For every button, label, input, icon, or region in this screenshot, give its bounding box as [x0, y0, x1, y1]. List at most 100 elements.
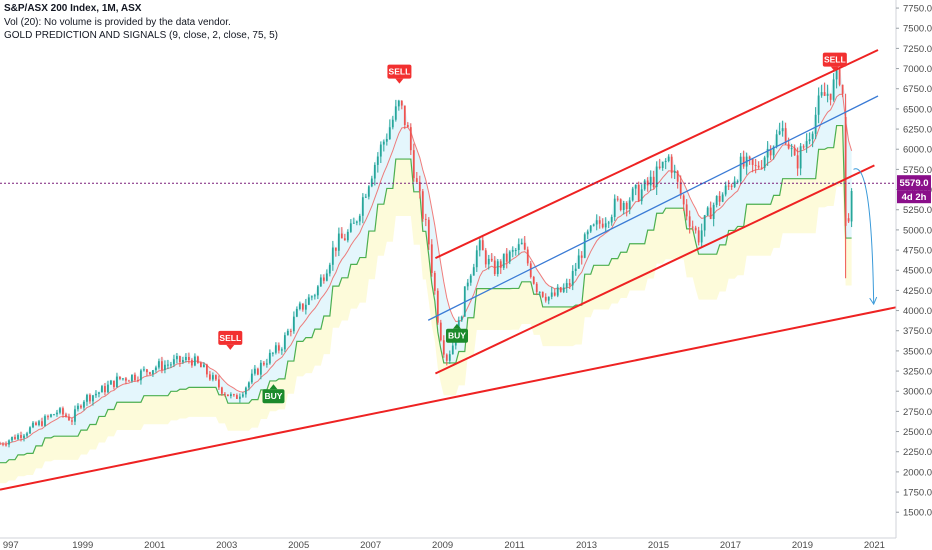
candle-body — [766, 148, 769, 158]
candle-body — [385, 138, 388, 142]
ema-line — [0, 93, 853, 445]
symbol-title[interactable]: S&P/ASX 200 Index, 1M, ASX — [4, 3, 142, 14]
candle-body — [589, 225, 592, 232]
candle-body — [200, 362, 202, 368]
candle-body — [313, 295, 316, 297]
candle-body — [439, 322, 442, 341]
candle-body — [343, 238, 346, 241]
price-axis[interactable]: 7750.0 7500.0 7250.0 7000.0 6750.0 6500.0 6250… — [895, 0, 932, 550]
sell-signal[interactable]: SELL — [387, 64, 412, 84]
candle-body — [322, 277, 325, 281]
price-tick-label: 3000.0 — [903, 387, 932, 398]
candle-body — [847, 218, 850, 222]
candle-body — [265, 363, 268, 365]
candle-body — [832, 79, 835, 100]
candle-body — [125, 378, 127, 381]
candle-body — [86, 394, 88, 402]
candle-body — [158, 361, 160, 368]
candle-body — [53, 414, 55, 416]
candle-body — [481, 240, 484, 251]
candle-body — [316, 286, 319, 296]
sell-badge — [822, 52, 847, 67]
price-tick-label: 7000.0 — [903, 64, 932, 75]
candle-body — [328, 264, 331, 274]
buy-label: BUY — [265, 391, 283, 401]
indicator-legend[interactable]: GOLD PREDICTION AND SIGNALS (9, close, 2… — [4, 30, 278, 41]
candle-body — [709, 207, 712, 219]
candle-body — [104, 386, 106, 393]
price-tag-bg — [897, 175, 931, 191]
candle-body — [77, 405, 79, 410]
candle-body — [71, 420, 73, 422]
candle-body — [484, 250, 487, 265]
candle-body — [224, 393, 226, 395]
time-tick-label: 2013 — [576, 540, 597, 550]
candle-body — [562, 287, 565, 292]
candle-body — [460, 316, 463, 321]
indicator-cloud — [0, 66, 852, 484]
candle-body — [520, 242, 523, 245]
candle-body — [307, 297, 310, 305]
price-tick-label: 4750.0 — [903, 246, 932, 257]
candle-body — [26, 433, 28, 436]
buy-signal[interactable]: BUY — [445, 323, 468, 343]
candle-body — [235, 395, 238, 399]
candle-body — [32, 422, 34, 428]
candle-body — [466, 282, 469, 287]
candle-body — [685, 204, 688, 217]
candle-body — [5, 444, 7, 446]
candle-body — [8, 440, 10, 445]
time-tick-label: 2021 — [864, 540, 885, 550]
candle-body — [511, 250, 514, 252]
candle-body — [253, 368, 256, 374]
candle-body — [535, 283, 538, 293]
price-tick-label: 7250.0 — [903, 44, 932, 55]
sell-signal[interactable]: SELL — [218, 330, 243, 350]
candle-body — [748, 156, 751, 160]
time-tick-label: 2015 — [648, 540, 669, 550]
sell-signal[interactable]: SELL — [822, 52, 847, 72]
candle-body — [134, 374, 136, 381]
candle-body — [74, 409, 76, 422]
buy-signal[interactable]: BUY — [262, 384, 285, 404]
candle-body — [496, 261, 499, 275]
candle-body — [838, 69, 841, 85]
candle-body — [829, 93, 832, 100]
candle-body — [364, 196, 367, 198]
volume-legend[interactable]: Vol (20): No volume is provided by the d… — [4, 16, 231, 28]
sell-badge — [218, 330, 243, 345]
price-tick-label: 6250.0 — [903, 125, 932, 136]
candle-body — [781, 128, 784, 132]
candle-body — [62, 408, 64, 415]
candle-body — [727, 185, 730, 187]
candle-body — [499, 261, 502, 268]
candle-body — [802, 146, 805, 148]
candle-body — [586, 231, 589, 235]
candle-body — [529, 263, 532, 277]
candle-body — [628, 200, 631, 210]
candle-body — [703, 215, 706, 231]
sell-pointer — [226, 344, 235, 350]
red-trendline — [434, 164, 875, 375]
buy-pointer — [452, 323, 461, 329]
candle-body — [793, 148, 796, 156]
candle-body — [736, 181, 739, 183]
time-tick-label: 2017 — [720, 540, 741, 550]
candle-body — [715, 196, 718, 205]
candle-body — [655, 166, 658, 188]
candle-body — [271, 352, 274, 354]
time-axis[interactable]: 997 1999 2001 2003 2005 2007 2009 2011 2013 2015 2… — [0, 537, 932, 550]
candle-body — [601, 223, 604, 228]
price-tick-label: 1750.0 — [903, 488, 932, 499]
candle-body — [83, 401, 85, 408]
candle-body — [514, 250, 517, 252]
candle-body — [277, 345, 280, 351]
candle-body — [370, 178, 373, 187]
candle-body — [433, 272, 436, 291]
candle-body — [238, 396, 241, 399]
candle-body — [0, 443, 1, 445]
candle-body — [203, 364, 205, 368]
candle-body — [658, 166, 661, 168]
candle-body — [610, 216, 613, 223]
